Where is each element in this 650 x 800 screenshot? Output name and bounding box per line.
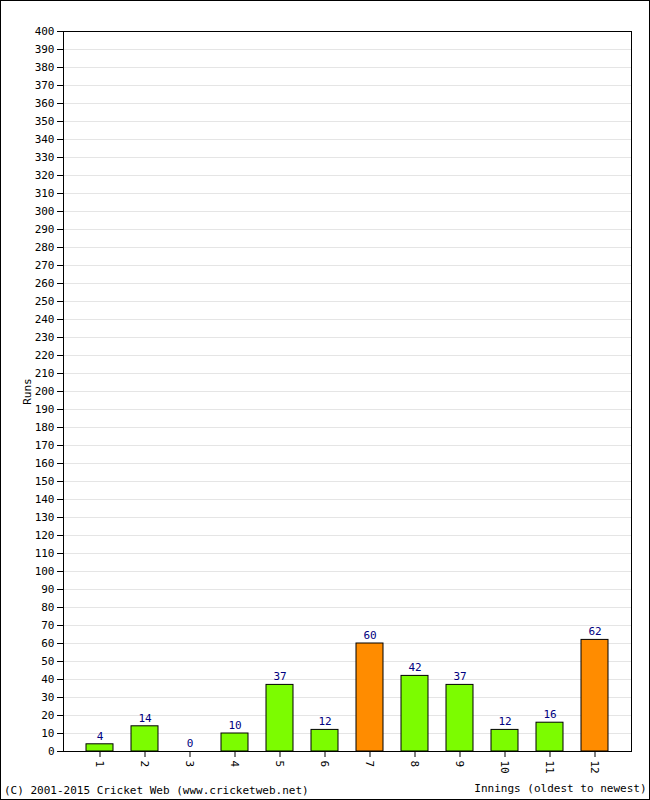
svg-text:280: 280 [35, 241, 55, 254]
svg-text:180: 180 [35, 421, 55, 434]
svg-text:4: 4 [228, 761, 241, 768]
svg-text:320: 320 [35, 169, 55, 182]
svg-text:9: 9 [453, 761, 466, 768]
svg-text:240: 240 [35, 313, 55, 326]
svg-text:380: 380 [35, 61, 55, 74]
svg-text:0: 0 [187, 737, 194, 750]
svg-text:340: 340 [35, 133, 55, 146]
html-text:(C) 2001-2015 Cricket Web (www: (C) 2001-2015 Cricket Web (www.cricketwe… [4, 784, 309, 797]
svg-text:300: 300 [35, 205, 55, 218]
svg-text:7: 7 [363, 761, 376, 768]
svg-text:360: 360 [35, 97, 55, 110]
svg-text:4: 4 [97, 730, 104, 743]
svg-text:11: 11 [543, 761, 556, 774]
svg-text:42: 42 [408, 661, 421, 674]
svg-text:10: 10 [41, 727, 54, 740]
svg-text:160: 160 [35, 457, 55, 470]
svg-text:14: 14 [138, 712, 152, 725]
svg-text:70: 70 [41, 619, 54, 632]
svg-text:110: 110 [35, 547, 55, 560]
svg-text:260: 260 [35, 277, 55, 290]
svg-text:20: 20 [41, 709, 54, 722]
svg-text:230: 230 [35, 331, 55, 344]
svg-text:60: 60 [41, 637, 54, 650]
svg-text:390: 390 [35, 43, 55, 56]
svg-text:16: 16 [543, 708, 556, 721]
svg-text:Runs: Runs [21, 378, 34, 405]
svg-text:0: 0 [48, 745, 55, 758]
svg-text:2: 2 [138, 761, 151, 768]
svg-text:37: 37 [453, 670, 466, 683]
svg-text:130: 130 [35, 511, 55, 524]
svg-text:140: 140 [35, 493, 55, 506]
svg-text:12: 12 [588, 761, 601, 774]
svg-text:5: 5 [273, 761, 286, 768]
svg-text:62: 62 [588, 625, 601, 638]
svg-text:80: 80 [41, 601, 54, 614]
svg-text:310: 310 [35, 187, 55, 200]
svg-text:250: 250 [35, 295, 55, 308]
svg-text:Innings (oldest to newest): Innings (oldest to newest) [474, 782, 646, 795]
svg-text:200: 200 [35, 385, 55, 398]
svg-text:170: 170 [35, 439, 55, 452]
svg-text:210: 210 [35, 367, 55, 380]
svg-text:40: 40 [41, 673, 54, 686]
svg-text:350: 350 [35, 115, 55, 128]
svg-text:30: 30 [41, 691, 54, 704]
svg-text:10: 10 [498, 761, 511, 774]
svg-text:12: 12 [318, 715, 331, 728]
svg-text:330: 330 [35, 151, 55, 164]
svg-text:100: 100 [35, 565, 55, 578]
svg-text:50: 50 [41, 655, 54, 668]
svg-text:8: 8 [408, 761, 421, 768]
svg-text:120: 120 [35, 529, 55, 542]
svg-text:90: 90 [41, 583, 54, 596]
svg-text:150: 150 [35, 475, 55, 488]
svg-text:6: 6 [318, 761, 331, 768]
svg-text:190: 190 [35, 403, 55, 416]
svg-text:10: 10 [228, 719, 241, 732]
svg-text:370: 370 [35, 79, 55, 92]
svg-text:60: 60 [363, 629, 376, 642]
svg-text:37: 37 [273, 670, 286, 683]
svg-text:290: 290 [35, 223, 55, 236]
svg-text:270: 270 [35, 259, 55, 272]
svg-text:12: 12 [498, 715, 511, 728]
svg-text:400: 400 [35, 25, 55, 38]
svg-text:3: 3 [183, 761, 196, 768]
svg-text:220: 220 [35, 349, 55, 362]
svg-text:1: 1 [93, 761, 106, 768]
